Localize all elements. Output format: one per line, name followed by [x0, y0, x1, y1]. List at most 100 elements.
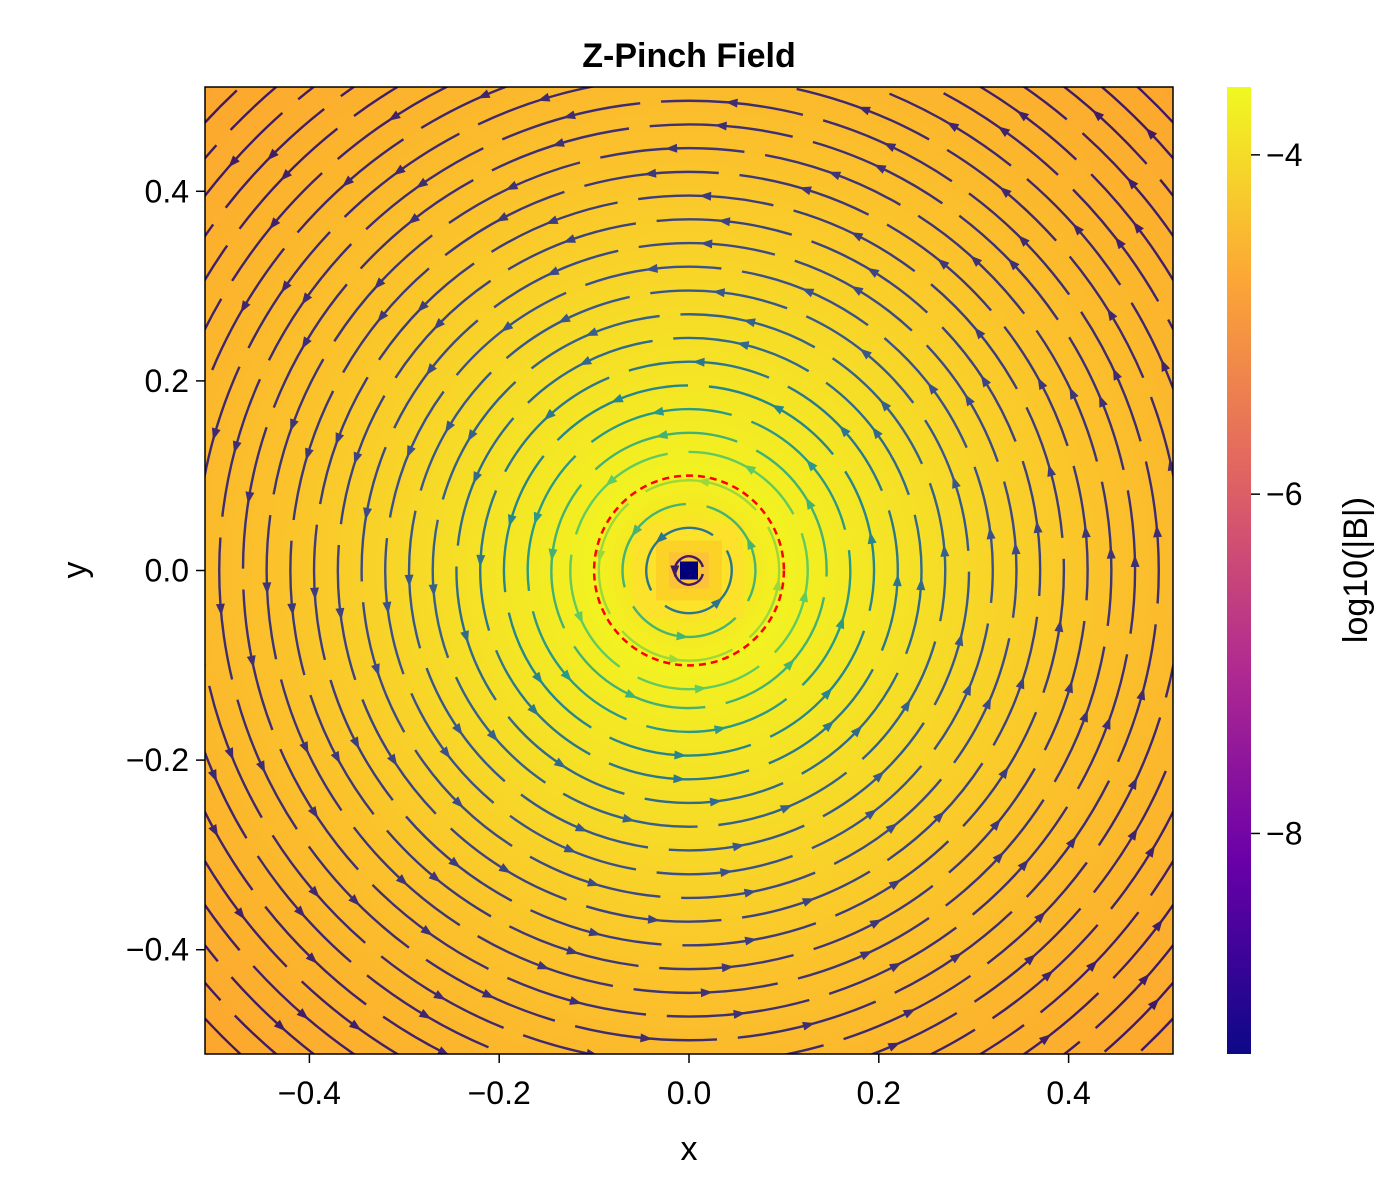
streamline	[80, 378, 109, 514]
streamline-arrow	[674, 750, 687, 760]
streamline	[77, 535, 86, 674]
colorbar-tick-label: −4	[1266, 137, 1302, 173]
streamline-arrow	[473, 471, 483, 484]
streamline	[77, 742, 129, 871]
streamline-arrow	[169, 613, 179, 626]
streamline-arrow	[970, 255, 983, 267]
streamline-arrow	[308, 885, 320, 898]
streamline-arrow	[290, 418, 299, 432]
streamline-arrow	[986, 527, 996, 540]
streamline-arrow	[1017, 1075, 1032, 1089]
streamline-arrow	[882, 1168, 896, 1180]
streamline-arrow	[296, 1008, 309, 1020]
streamline	[522, 1135, 660, 1158]
streamline-arrow	[805, 497, 816, 511]
streamline-arrow	[495, 212, 509, 222]
streamline-arrow	[417, 300, 429, 313]
streamline-arrow	[1016, 110, 1030, 122]
streamline-arrow	[839, 425, 851, 438]
streamline-arrow	[170, 899, 184, 914]
streamline-arrow	[587, 877, 600, 887]
streamline-arrow	[498, 863, 512, 874]
streamline-arrow	[892, 574, 902, 587]
streamline-arrow	[1127, 777, 1138, 791]
streamline-arrow	[714, 121, 727, 131]
chart-title: Z-Pinch Field	[582, 37, 795, 75]
streamline-arrow	[569, 996, 582, 1005]
colorbar-gradient	[1227, 87, 1251, 1054]
streamline-arrow	[1038, 1034, 1052, 1046]
streamline-arrow	[926, 1177, 940, 1190]
streamline	[1313, 651, 1344, 786]
streamline-arrow	[407, 213, 421, 225]
streamline-arrow	[771, 404, 785, 415]
streamline-arrow	[721, 963, 734, 973]
streamline-arrow	[998, 766, 1009, 780]
streamline-arrow	[348, 1019, 362, 1031]
streamline-arrow	[428, 871, 441, 883]
streamline-arrow	[1208, 695, 1220, 709]
streamline-arrow	[191, 590, 201, 602]
streamline-arrow	[719, 868, 733, 878]
streamline-arrow	[712, 288, 726, 298]
streamline-arrow	[999, 186, 1012, 198]
streamline	[34, 356, 65, 491]
streamline-arrow	[428, 584, 438, 597]
streamline-arrow	[676, 631, 689, 641]
streamline-arrow	[732, 1080, 745, 1090]
streamline-arrow	[415, 1141, 430, 1154]
streamline-arrow	[301, 336, 312, 350]
streamline-arrow	[1018, 235, 1030, 247]
streamline-arrow	[713, 725, 727, 735]
y-tick-label: 0.0	[145, 553, 189, 589]
streamline-arrow	[717, 217, 731, 227]
colorbar-tick-label: −8	[1266, 815, 1302, 851]
streamline-arrow	[872, 771, 885, 783]
streamline-arrow	[25, 575, 34, 587]
streamline-arrow	[732, 842, 745, 852]
streamline-arrow	[145, 513, 155, 526]
streamline-arrow	[772, 578, 782, 592]
streamline-arrow	[957, 17, 972, 30]
streamline	[781, 1044, 824, 1054]
x-tick-label: 0.4	[1046, 1075, 1090, 1111]
streamline-arrow	[1167, 458, 1173, 472]
streamline-arrow	[974, 327, 986, 340]
streamline-arrow	[982, 697, 992, 710]
streamline-arrow	[962, 683, 972, 696]
streamline-arrow	[420, 925, 433, 936]
streamline	[233, 1014, 278, 1054]
streamline-arrow	[779, 804, 793, 814]
streamline-arrow	[716, 2, 729, 12]
streamline-arrow	[900, 699, 911, 712]
y-axis-ticks: −0.4 −0.2 0.0 0.2 0.4	[126, 173, 205, 968]
streamline	[1164, 660, 1173, 698]
streamline-arrow	[224, 747, 234, 761]
streamline-arrow	[363, 507, 373, 520]
streamline-arrow	[96, 587, 105, 599]
streamline	[80, 823, 146, 944]
streamline	[902, 0, 1026, 59]
streamline-arrow	[1145, 127, 1158, 140]
streamline-arrow	[458, 1185, 472, 1198]
streamline	[115, 234, 178, 358]
streamline-arrow	[228, 155, 240, 168]
streamline-arrow	[694, 25, 706, 34]
streamline	[205, 660, 206, 666]
streamline-arrow	[1188, 676, 1199, 690]
streamline-arrow	[101, 755, 113, 769]
streamline-arrow	[1015, 676, 1025, 690]
streamline-arrow	[1300, 718, 1312, 732]
streamline-arrow	[371, 663, 380, 677]
streamline-arrow	[287, 603, 297, 616]
streamline-arrow	[747, 537, 757, 551]
streamline	[1149, 858, 1173, 897]
streamline	[634, 77, 776, 85]
streamline-arrow	[916, 578, 926, 591]
streamline-arrow	[1054, 619, 1064, 633]
streamline	[505, 1179, 641, 1200]
streamline	[1172, 749, 1173, 752]
streamline-arrow	[316, 1112, 331, 1126]
streamline-arrow	[431, 1096, 446, 1109]
streamline-arrow	[240, 300, 251, 313]
